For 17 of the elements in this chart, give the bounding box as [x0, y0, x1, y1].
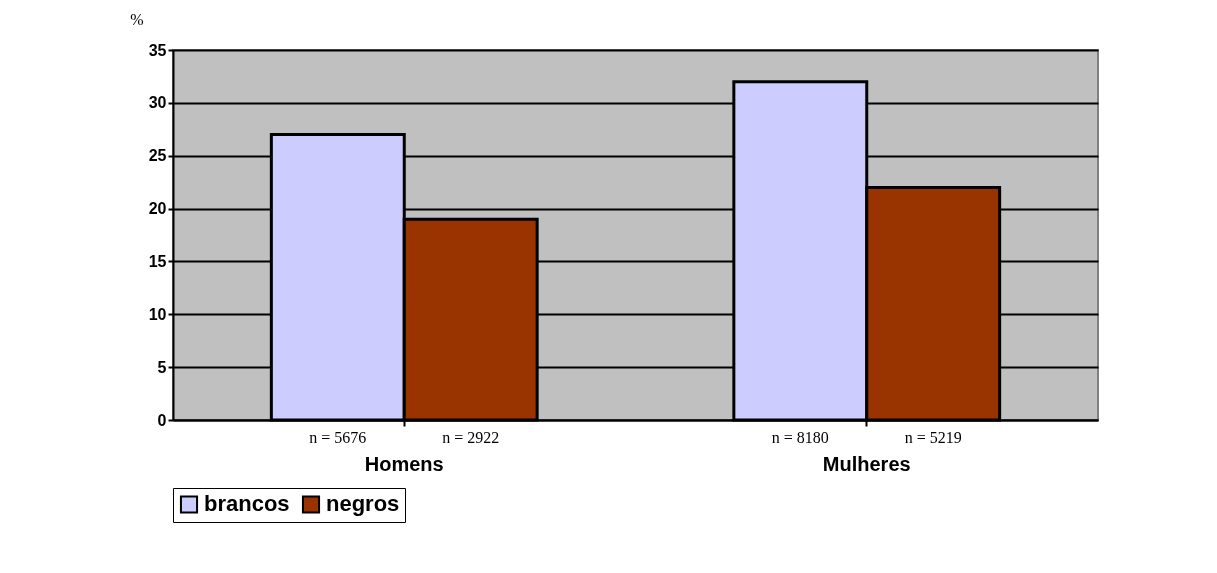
y-tick-label: 15 [148, 252, 167, 270]
text: n = 2922 [442, 429, 500, 446]
text: n = 8180 [771, 429, 829, 446]
y-tick-label: 20 [148, 200, 167, 218]
y-axis-title: % [130, 11, 144, 28]
x-tick-label: Homens [364, 452, 444, 475]
legend-label: negros [326, 491, 400, 517]
legend-label: brancos [204, 491, 290, 517]
text: n = 5219 [904, 429, 962, 446]
y-tick-label: 5 [157, 358, 167, 376]
y-tick-label: 25 [148, 147, 167, 165]
y-tick-label: 0 [157, 411, 167, 429]
text: n = 5676 [309, 429, 367, 446]
x-tick-label: Mulheres [822, 452, 911, 475]
y-tick-label: 30 [148, 94, 167, 112]
y-tick-label: 10 [148, 305, 167, 323]
y-tick-label: 35 [148, 41, 167, 59]
